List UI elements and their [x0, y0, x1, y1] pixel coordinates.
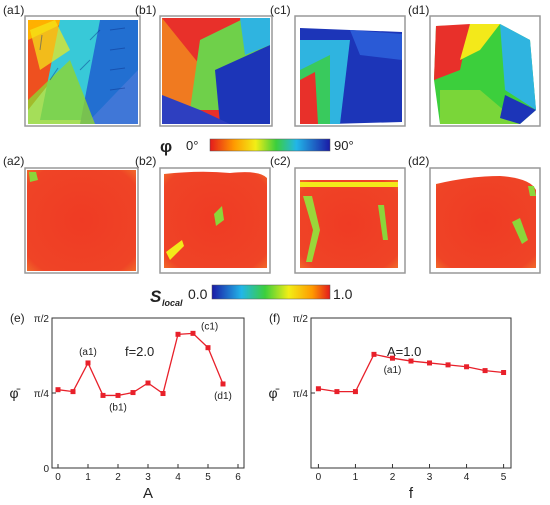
x-tick-label: 5 — [205, 472, 211, 483]
y-axis-label: φ̄ — [9, 385, 20, 401]
chart-e: 0 1 2 3 4 5 6 0 π/4 π/2 Aφ̄ (e) f=2.0 (a1) (b1) (c1) (d1… — [9, 311, 245, 502]
colorbar-s-subscript: local — [162, 298, 183, 308]
panel-a1: (a1) — [3, 3, 141, 127]
colorbar-s-max: 1.0 — [333, 286, 353, 302]
plot-frame — [310, 317, 512, 469]
chart-f: 0 1 2 3 4 5 π/4 π/2 f φ̄ (f) A=1.0 (a1) — [268, 311, 512, 502]
panel-d2: (d2) — [408, 154, 541, 274]
panel-label-d1: (d1) — [408, 3, 429, 17]
y-tick-label: π/2 — [34, 314, 50, 325]
panel-a2: (a2) — [3, 154, 139, 274]
y-tick-label: π/4 — [293, 389, 309, 400]
data-point — [100, 392, 106, 398]
data-point — [371, 351, 377, 357]
colorbar-phi-symbol: φ — [160, 137, 172, 156]
data-point — [145, 380, 151, 386]
x-tick-label: 1 — [85, 472, 91, 483]
panel-label-d2: (d2) — [408, 154, 429, 168]
y-axis-label: φ̄ — [268, 385, 279, 401]
data-point — [352, 389, 358, 395]
panel-c1: (c1) — [270, 3, 406, 127]
y-tick-label: π/4 — [34, 389, 50, 400]
data-point — [315, 386, 321, 392]
point-label: (b1) — [109, 402, 127, 413]
data-point — [175, 331, 181, 337]
panel-label-a2: (a2) — [3, 154, 24, 168]
x-tick-label: 2 — [115, 472, 121, 483]
data-point — [205, 345, 211, 351]
point-label: (d1) — [214, 391, 232, 402]
series-line — [57, 332, 224, 397]
x-tick-label: 3 — [427, 472, 433, 483]
colorbar-s-min: 0.0 — [188, 286, 208, 302]
colorbar-phi-max: 90° — [334, 138, 354, 153]
x-tick-label: 4 — [464, 472, 470, 483]
data-point — [482, 368, 488, 374]
data-point — [70, 389, 76, 395]
panel-label: (f) — [269, 311, 280, 325]
panel-c2: (c2) — [270, 154, 406, 274]
colorbar-s: S local 0.0 1.0 — [150, 284, 353, 308]
annotation: f=2.0 — [125, 344, 154, 359]
data-point — [55, 387, 61, 393]
colorbar-s-symbol: S — [150, 287, 162, 306]
annotation: A=1.0 — [387, 344, 421, 359]
panel-label-b2: (b2) — [135, 154, 156, 168]
colorbar-phi: φ 0° 90° — [160, 137, 354, 156]
x-tick-label: 5 — [501, 472, 507, 483]
data-point — [160, 391, 166, 397]
data-point — [220, 381, 226, 387]
data-point — [445, 362, 451, 368]
x-tick-label: 0 — [316, 472, 322, 483]
x-tick-label: 3 — [145, 472, 151, 483]
data-point — [501, 370, 507, 376]
data-point — [190, 330, 196, 336]
row2-order-panels: (a2) (b2) (c2) (d2) — [3, 154, 541, 274]
panel-b2: (b2) — [135, 154, 271, 274]
data-point — [130, 390, 136, 396]
y-tick-label: 0 — [43, 464, 49, 475]
point-label: (a1) — [384, 365, 402, 376]
x-axis-label: f — [409, 485, 414, 502]
x-tick-label: 1 — [353, 472, 359, 483]
x-tick-label: 4 — [175, 472, 181, 483]
data-point — [389, 355, 395, 361]
colorbar-phi-gradient — [209, 138, 331, 152]
data-point — [334, 389, 340, 395]
data-point — [85, 360, 91, 366]
y-tick-label: π/2 — [293, 314, 309, 325]
panel-label-a1: (a1) — [3, 3, 24, 17]
data-point — [427, 360, 433, 366]
panel-label: (e) — [10, 311, 25, 325]
point-label: (a1) — [79, 347, 97, 358]
point-label: (c1) — [201, 321, 218, 332]
x-tick-label: 6 — [235, 472, 241, 483]
data-point — [408, 358, 414, 364]
data-point — [115, 392, 121, 398]
x-axis-label: A — [143, 485, 153, 502]
panel-label-b1: (b1) — [135, 3, 156, 17]
panel-b1: (b1) — [135, 3, 273, 127]
x-tick-label: 2 — [390, 472, 396, 483]
colorbar-s-gradient — [211, 284, 331, 300]
panel-label-c2: (c2) — [270, 154, 291, 168]
panel-d1: (d1) — [408, 3, 541, 127]
panel-label-c1: (c1) — [270, 3, 291, 17]
colorbar-phi-min: 0° — [186, 138, 198, 153]
x-tick-label: 0 — [55, 472, 61, 483]
data-point — [464, 364, 470, 370]
row1-director-panels: (a1) (b1) (c1) — [3, 3, 541, 127]
